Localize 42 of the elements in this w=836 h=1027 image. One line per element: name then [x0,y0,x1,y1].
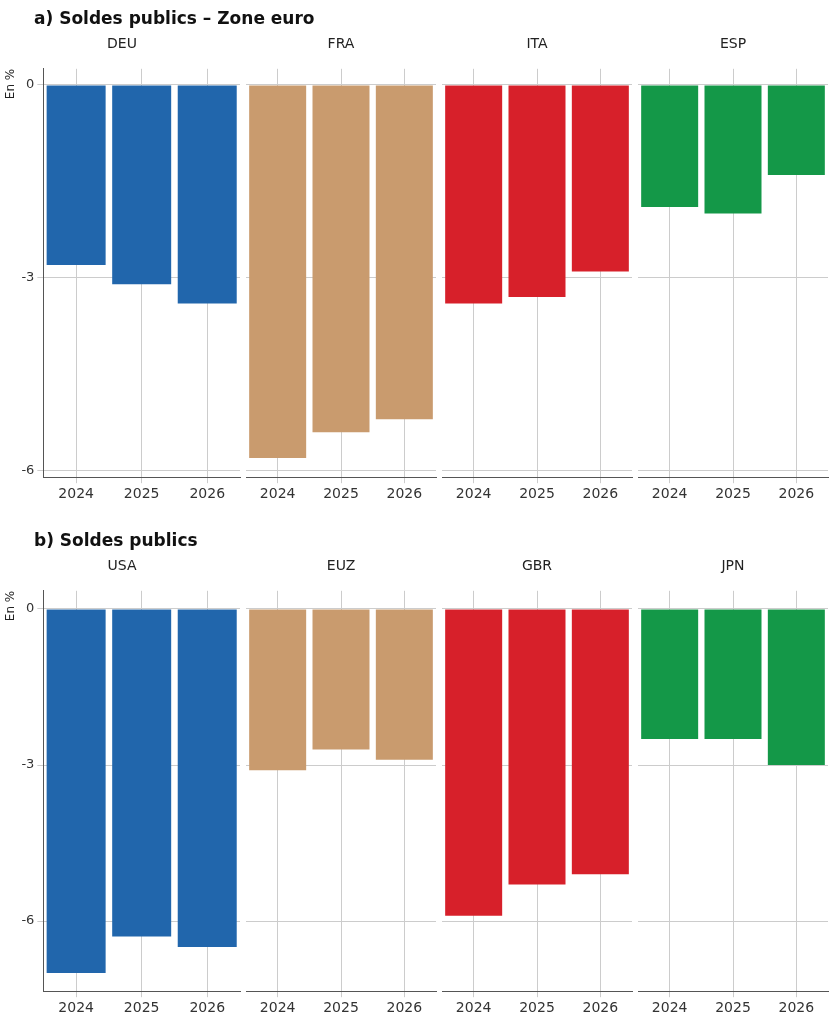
x-tick-label: 2025 [323,485,359,502]
chart-subtitle: EUZ [326,557,356,574]
x-tick-label: 2024 [455,485,492,502]
x-tick-label: 2024 [651,485,688,502]
chart-subtitle: ESP [719,35,747,52]
y-tick-label: -3 [21,756,35,772]
x-tick-label: 2025 [519,485,555,502]
x-tick-label: 2025 [123,999,160,1016]
x-tick-label: 2025 [123,485,160,502]
x-tick-label: 2026 [778,999,815,1016]
y-tick-label: -3 [21,269,35,285]
x-tick-label: 2024 [259,999,296,1016]
x-tick-label: 2026 [778,485,815,502]
x-tick-label: 2026 [582,999,619,1016]
chart-subtitle: JPN [720,557,745,574]
y-tick-label: 0 [26,600,35,616]
chart-subtitle: USA [107,557,137,574]
y-tick-label: -6 [21,462,35,478]
chart-title: a) Soldes publics – Zone euro [34,8,316,30]
y-tick-label: -6 [21,912,35,928]
x-tick-label: 2024 [259,485,296,502]
x-tick-label: 2026 [582,485,619,502]
x-tick-label: 2024 [58,999,95,1016]
x-tick-label: 2024 [651,999,688,1016]
y-tick-label: 0 [26,76,35,92]
x-tick-label: 2024 [455,999,492,1016]
x-tick-label: 2026 [189,485,226,502]
x-tick-label: 2026 [386,999,423,1016]
x-tick-label: 2026 [386,485,423,502]
x-tick-label: 2026 [189,999,226,1016]
y-axis-title: En % [3,590,18,622]
chart-title: b) Soldes publics [34,530,199,552]
x-tick-label: 2025 [519,999,555,1016]
chart-subtitle: ITA [526,35,549,52]
x-tick-label: 2024 [58,485,95,502]
x-tick-label: 2025 [715,485,751,502]
chart-subtitle: DEU [107,35,137,52]
chart-subtitle: FRA [327,35,355,52]
x-tick-label: 2025 [715,999,751,1016]
chart-subtitle: GBR [521,557,553,574]
x-tick-label: 2025 [323,999,359,1016]
y-axis-title: En % [3,68,18,100]
